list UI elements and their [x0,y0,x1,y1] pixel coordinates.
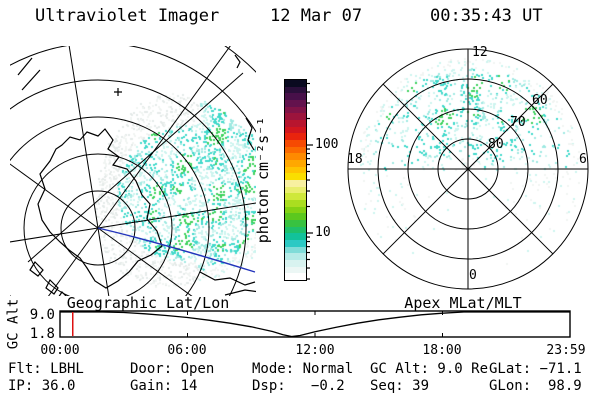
strip-ytick-high: 9.0 [29,307,55,323]
colorbar-segment [285,253,306,261]
gc-alt-curve [60,311,570,338]
mlt-label-18: 18 [347,152,363,167]
colorbar-segment [285,233,306,241]
colorbar-segment [285,186,306,194]
colorbar-segment [285,153,306,161]
colorbar-segment [285,213,306,221]
xtick-0600: 06:00 [167,343,207,358]
apex-grid [347,48,589,290]
mlat-ring-label-60: 60 [532,93,548,108]
colorbar-segment [285,160,306,167]
mlt-spokes [348,49,588,289]
colorbar-segment [285,200,306,207]
colorbar-segment [285,240,306,247]
colorbar-segment [285,266,306,274]
coastline-antarctica [17,54,256,296]
strip-ylabel: GC Alt [5,298,22,350]
colorbar-ticks [306,82,313,280]
colorbar-segment [285,180,306,187]
strip-inner-ticks [187,311,443,337]
colorbar-segment [285,80,306,87]
colorbar-segment [285,226,306,234]
colorbar-segment [285,220,306,227]
colorbar-segment [285,246,306,254]
colorbar-segment [285,273,306,281]
meridian-lines [10,46,256,296]
colorbar-tick-10: 10 [315,225,331,240]
colorbar-segment [285,86,306,94]
status-glon: GLon: 98.9 [489,378,582,394]
mlat-ring-label-80: 80 [488,137,504,152]
xtick-1200: 12:00 [295,343,335,358]
colorbar-segment [285,120,306,127]
mlat-ring-label-70: 70 [510,115,526,130]
colorbar-segment [285,173,306,181]
colorbar-units-label: photon cm⁻²s⁻¹ [253,116,272,244]
status-dsp: Dsp: −0.2 [252,378,345,394]
status-door: Door: Open [130,361,215,377]
spacecraft-track-line [97,227,256,273]
app-title: Ultraviolet Imager [35,6,220,26]
xtick-2359: 23:59 [546,343,586,358]
time-label: 00:35:43 UT [430,6,543,26]
colorbar-segment [285,106,306,114]
xtick-0000: 00:00 [40,343,80,358]
status-flt: Flt: LBHL [8,361,84,377]
colorbar-segment [285,93,306,101]
colorbar-tick-100: 100 [315,137,339,152]
colorbar-segment [285,140,306,147]
colorbar-segment [285,260,306,267]
apex-caption: Apex MLat/MLT [404,294,522,312]
status-seq: Seq: 39 [370,378,430,394]
apex-plot: 12 18 6 0 80 70 60 [345,45,595,295]
colorbar [284,79,307,281]
geographic-grid [10,46,256,296]
status-glat: GLat: −71.1 [489,361,582,377]
geographic-plot [10,46,256,296]
status-ip: IP: 36.0 [8,378,76,394]
geographic-caption: Geographic Lat/Lon [66,294,230,312]
colorbar-segment [285,193,306,201]
strip-ytick-low: 1.8 [29,326,55,342]
latitude-circles [10,46,256,296]
mlt-label-0: 0 [469,268,477,283]
terminator-line [27,72,244,263]
colorbar-segment [285,100,306,107]
date-label: 12 Mar 07 [270,6,363,26]
colorbar-segment [285,166,306,174]
status-mode: Mode: Normal [252,361,354,377]
xtick-1800: 18:00 [422,343,462,358]
colorbar-segment [285,133,306,141]
status-gcalt: GC Alt: 9.0 Re [370,361,489,377]
colorbar-segment [285,113,306,121]
gc-alt-strip-chart [59,310,571,338]
colorbar-segment [285,126,306,134]
mlt-label-6: 6 [579,152,587,167]
status-gain: Gain: 14 [130,378,198,394]
colorbar-segment [285,146,306,154]
mlt-label-12: 12 [472,45,488,60]
colorbar-segment [285,206,306,214]
